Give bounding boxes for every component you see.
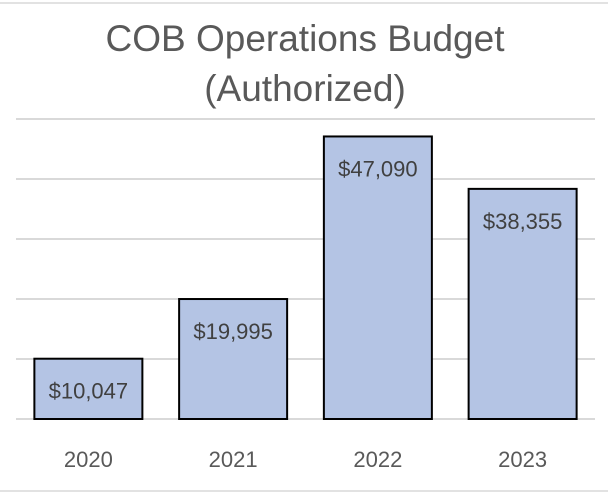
x-tick-label: 2022 — [353, 447, 402, 472]
data-label: $19,995 — [193, 319, 273, 344]
x-tick-label: 2020 — [64, 447, 113, 472]
chart-title-line-1: COB Operations Budget — [105, 18, 505, 59]
x-tick-label: 2021 — [209, 447, 258, 472]
data-label: $47,090 — [338, 156, 418, 181]
data-label: $38,355 — [483, 209, 563, 234]
bar-2020 — [33, 357, 144, 420]
bar-2023 — [467, 187, 578, 420]
data-label: $10,047 — [49, 379, 129, 404]
x-tick-label: 2023 — [498, 447, 547, 472]
bar-2022 — [322, 135, 433, 421]
bar-2021 — [178, 298, 289, 420]
chart-frame — [0, 2, 608, 492]
chart-title-line-2: (Authorized) — [204, 68, 406, 109]
